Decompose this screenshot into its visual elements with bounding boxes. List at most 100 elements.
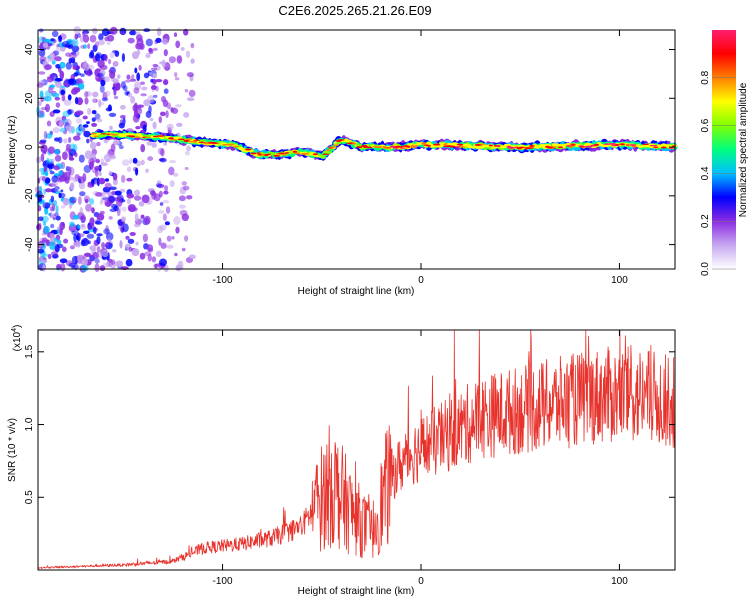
spectrogram-ridge-cell [426, 145, 431, 147]
spectrogram-speck [59, 61, 66, 69]
spectrogram-speck [40, 153, 45, 162]
spectrogram-speck [62, 171, 71, 181]
spectrogram-speck [88, 64, 95, 70]
spectrogram-ridge-cell [100, 133, 107, 135]
spectrogram-speck [97, 72, 104, 78]
spectrogram-ridge-cell [448, 145, 456, 148]
spectrogram-speck [79, 216, 86, 220]
spectrogram-speck [136, 49, 141, 56]
spectrogram-speck [70, 57, 76, 64]
spectrogram-speck [113, 95, 119, 100]
x-tick-label: -100 [213, 275, 233, 286]
spectrogram-speck [160, 148, 165, 157]
spectrogram-speck [74, 96, 79, 105]
snr-scale-factor: (x104) [11, 325, 23, 352]
spectrogram-speck [100, 79, 106, 87]
spectrogram-speck [87, 224, 91, 230]
spectrogram-speck [35, 156, 42, 163]
spectrogram-ridge-cell [292, 150, 297, 153]
spectrogram-speck [89, 34, 97, 43]
spectrogram-speck [42, 242, 47, 250]
spectrogram-speck [109, 51, 115, 59]
spectrogram-speck [94, 221, 103, 225]
spectrogram-speck [43, 166, 48, 173]
snr-panel: -100 0 100 0.5 1.0 1.5 Height of straight li… [7, 325, 676, 597]
spectrogram-speck [93, 226, 97, 234]
spectrogram-speck [52, 127, 61, 134]
spectrogram-speck [39, 139, 47, 143]
spectrogram-speck [42, 42, 49, 48]
y-tick-label: 1.0 [24, 417, 35, 431]
spectrogram-speck [78, 181, 86, 190]
spectrogram-speck [39, 56, 47, 62]
spectrogram-speck [108, 170, 113, 176]
spectrogram-speck [176, 122, 183, 127]
spectrogram-speck [140, 81, 145, 85]
spectrogram-speck [134, 67, 138, 74]
spectrogram-speck [53, 75, 57, 83]
spectrogram-speck [121, 159, 130, 167]
spectrogram-speck [109, 125, 113, 131]
spectrogram-speck [89, 217, 95, 226]
spectrogram-speck [164, 221, 170, 226]
spectrogram-speck [160, 242, 167, 249]
spectrogram-speck [163, 79, 169, 86]
spectrogram-ridge-cell [529, 144, 535, 147]
spectrogram-speck [146, 244, 153, 252]
spectrogram-speck [54, 212, 59, 217]
spectrogram-speck [95, 53, 101, 62]
spectrogram-speck [80, 73, 85, 77]
spectrogram-speck [88, 157, 95, 167]
spectrogram-speck [129, 158, 133, 165]
spectrogram-speck [38, 222, 42, 229]
spectrogram-speck [105, 201, 111, 207]
spectrogram-speck [69, 182, 75, 191]
spectrogram-speck [101, 28, 110, 37]
spectrogram-speck [148, 47, 153, 53]
spectrogram-ridge-cell [144, 136, 151, 139]
figure-title: C2E6.2025.265.21.26.E09 [278, 3, 431, 18]
spectrogram-speck [56, 174, 64, 183]
spectrogram-speck [126, 166, 132, 173]
spectrogram-speck [87, 107, 92, 115]
spectrogram-speck [56, 43, 60, 48]
spectrogram-speck [89, 141, 97, 150]
spectrogram-speck [53, 200, 58, 207]
spectrogram-speck [113, 87, 117, 96]
spectrogram-speck [68, 78, 77, 86]
spectrogram-speck [181, 213, 189, 222]
spectrogram-speck [101, 97, 109, 102]
spectrogram-speck [99, 199, 103, 205]
spectrogram-speck [144, 251, 152, 256]
spectrogram-speck [92, 98, 97, 103]
spectrogram-speck [96, 142, 101, 147]
spectrogram-speck [62, 172, 68, 182]
spectrogram-speck [168, 166, 175, 176]
spectrogram-ridge-cell [413, 145, 419, 147]
spectrogram-speck [126, 198, 131, 205]
spectrogram-speck [95, 158, 101, 164]
spectrogram-speck [99, 265, 106, 272]
spectrogram-speck [105, 232, 114, 241]
spectrogram-speck [74, 263, 80, 270]
spectrogram-speck [65, 78, 69, 84]
spectrogram-speck [156, 180, 161, 185]
spectrogram-speck [61, 246, 67, 253]
spectrogram-speck [92, 44, 98, 52]
spectrogram-ridge-cell [278, 152, 286, 155]
spectrogram-speck [71, 40, 77, 45]
spectrogram-speck [166, 235, 172, 242]
spectrogram-ridge-cell [232, 145, 239, 148]
spectrogram-ridge-cell [668, 147, 675, 149]
spectrogram-speck [94, 113, 101, 120]
spectrogram-speck [83, 253, 92, 258]
spectrogram-ridge-cell [129, 133, 136, 136]
spectrogram-ridge-cell [507, 146, 516, 149]
spectrogram-speck [141, 86, 148, 91]
spectrogram-speck [80, 35, 84, 43]
spectrogram-speck [133, 207, 138, 211]
spectrogram-ridge-cell [324, 151, 333, 154]
spectrogram-ridge-cell [397, 145, 404, 148]
spectrogram-ridge-cell [294, 152, 301, 155]
spectrogram-speck [178, 195, 186, 202]
